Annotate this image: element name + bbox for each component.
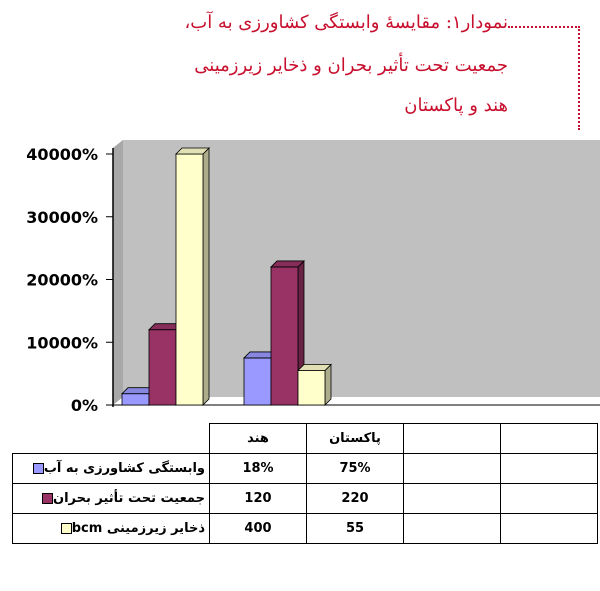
dotted-connector <box>508 26 580 28</box>
bar-3-1 <box>175 147 210 406</box>
y-tick-label: 10000% <box>26 333 98 352</box>
table-row: وابستگی کشاورزی به آب 18% 75% <box>12 453 598 484</box>
table-cell: 220 <box>306 483 404 514</box>
table-empty-cell <box>403 483 501 514</box>
table-cell: 55 <box>306 513 404 544</box>
table-empty-cell <box>403 453 501 484</box>
table-cell: 120 <box>209 483 307 514</box>
y-tick-label: 30000% <box>26 208 98 227</box>
bars <box>121 147 332 406</box>
table-cell: 18% <box>209 453 307 484</box>
series-3-label: ذخایر زیرزمینی bcm <box>71 521 205 536</box>
table-empty-cell <box>500 453 598 484</box>
table-empty-cell <box>403 513 501 544</box>
legend-key-swatch <box>60 523 72 534</box>
table-row: ذخایر زیرزمینی bcm 400 55 <box>12 513 598 544</box>
table-header-cell: پاکستان <box>306 423 404 454</box>
table-empty-cell <box>500 513 598 544</box>
y-tick-label: 40000% <box>26 145 98 164</box>
caption-line-1: نمودار۱: مقایسهٔ وابستگی کشاورزی به آب، <box>184 12 508 33</box>
legend-key-swatch <box>41 493 53 504</box>
table-cell: 400 <box>209 513 307 544</box>
caption-line-2: جمعیت تحت تأثیر بحران و ذخایر زیرزمینی <box>194 55 508 76</box>
table-header-row: هند پاکستان <box>12 423 598 454</box>
chart-caption: نمودار۱: مقایسهٔ وابستگی کشاورزی به آب، … <box>0 0 600 135</box>
series-label: جمعیت تحت تأثیر بحران <box>12 483 210 514</box>
table-empty-cell <box>500 423 598 454</box>
table-empty-cell <box>403 423 501 454</box>
table-row: جمعیت تحت تأثیر بحران 120 220 <box>12 483 598 514</box>
y-tick-label: 0% <box>71 396 98 415</box>
y-tick-label: 20000% <box>26 271 98 290</box>
caption-line-3: هند و پاکستان <box>404 95 508 116</box>
table-corner <box>12 423 210 454</box>
data-table: هند پاکستان وابستگی کشاورزی به آب 18% 75… <box>12 423 598 544</box>
bar-2-2 <box>270 259 305 406</box>
series-label: وابستگی کشاورزی به آب <box>12 453 210 484</box>
table-header-cell: هند <box>209 423 307 454</box>
plot-back-wall <box>113 140 600 397</box>
series-2-label: جمعیت تحت تأثیر بحران <box>52 491 205 506</box>
table-cell: 75% <box>306 453 404 484</box>
series-label: ذخایر زیرزمینی bcm <box>12 513 210 544</box>
series-1-label: وابستگی کشاورزی به آب <box>43 461 205 476</box>
table-empty-cell <box>500 483 598 514</box>
y-tick-labels: 0% 10000% 20000% 30000% 40000% <box>26 145 113 415</box>
bar-chart: 0% 10000% 20000% 30000% 40000% <box>26 140 600 415</box>
dotted-connector-vertical <box>578 26 580 130</box>
plot-side-wall <box>113 140 123 405</box>
legend-key-swatch <box>32 463 44 474</box>
bar-3-2 <box>297 363 332 406</box>
